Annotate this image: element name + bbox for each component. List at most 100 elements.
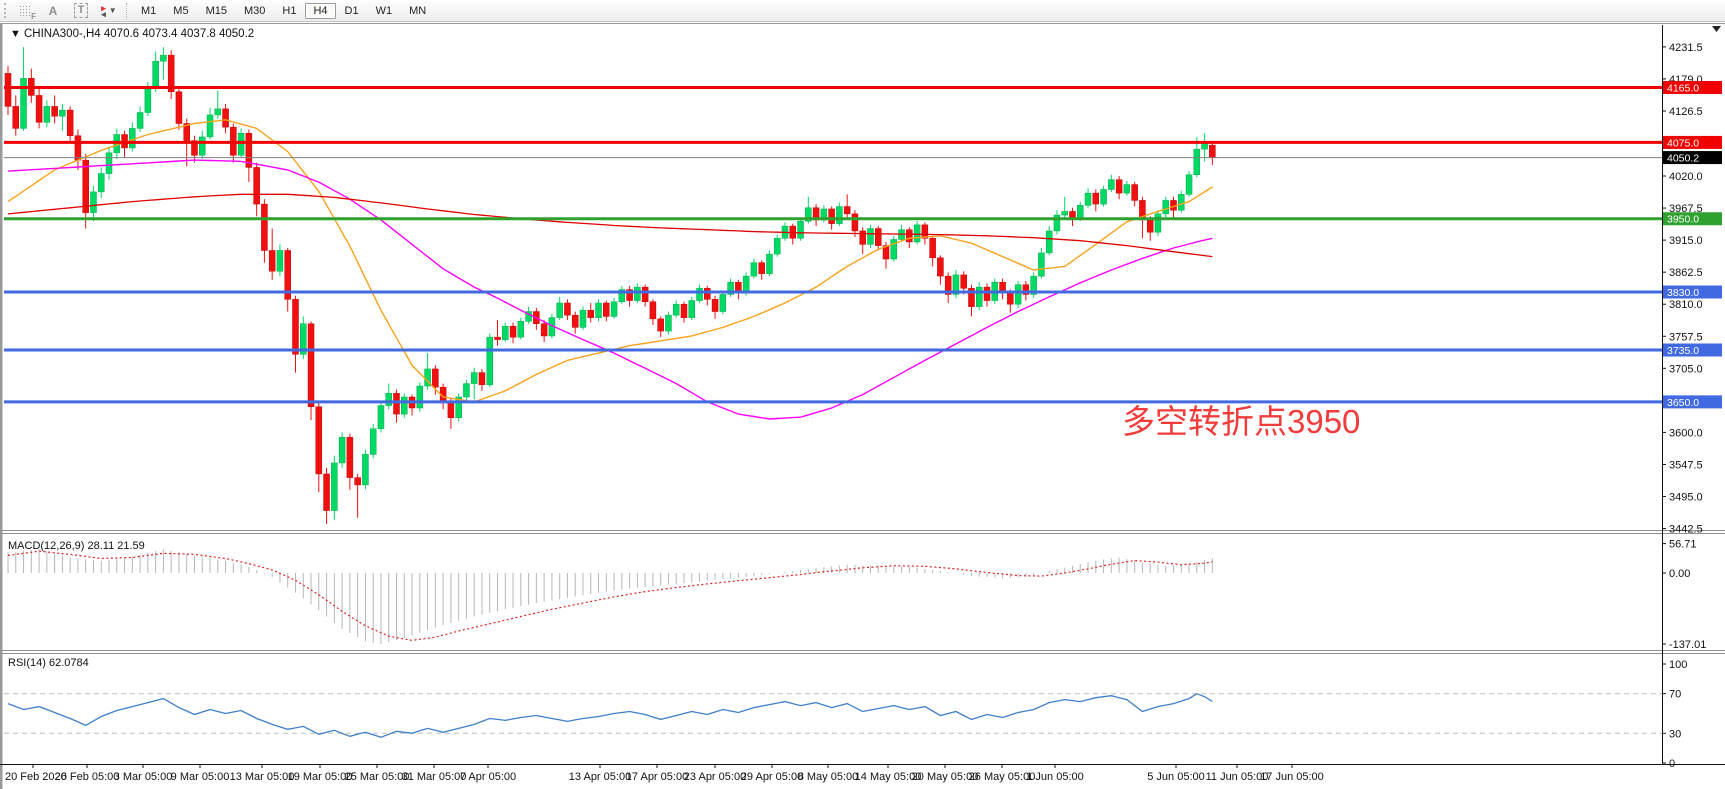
- bull-candle: [90, 191, 97, 213]
- bear-candle: [968, 288, 975, 307]
- rsi-pane: RSI(14) 62.078410070300: [4, 657, 1687, 770]
- bull-candle: [331, 462, 338, 511]
- bear-candle: [167, 54, 175, 93]
- rsi-line: [7, 692, 1213, 738]
- bear-candle: [12, 106, 20, 129]
- timeframe-button-m15[interactable]: M15: [205, 4, 227, 17]
- bear-candle: [711, 299, 719, 312]
- bull-candle: [952, 274, 960, 295]
- time-tick-label: 23 Apr 05:00: [684, 771, 746, 783]
- text-label-tool-button[interactable]: T: [69, 2, 93, 20]
- timeframe-button-m30[interactable]: M30: [243, 4, 266, 17]
- arrows-tool-button[interactable]: ▸ ◂ ▼: [97, 2, 121, 20]
- time-tick-label: 11 Jun 05:00: [1206, 771, 1269, 783]
- price-tick-label: 3495.0: [1669, 492, 1703, 504]
- timeframe-button-h1[interactable]: H1: [282, 4, 297, 17]
- bear-candle: [571, 314, 579, 328]
- time-tick-label: 26 Feb 05:00: [55, 771, 120, 783]
- bull-candle: [805, 207, 812, 222]
- timeframe-button-h4[interactable]: H4: [305, 2, 336, 19]
- bull-candle: [696, 288, 703, 301]
- time-tick-label: 17 Jun 05:00: [1260, 771, 1324, 783]
- bear-candle: [649, 301, 657, 320]
- bear-candle: [175, 91, 183, 124]
- bull-candle: [517, 321, 525, 338]
- bear-candle: [51, 106, 58, 117]
- bull-candle: [377, 405, 385, 430]
- macd-tick-label: -137.01: [1669, 639, 1706, 651]
- price-tag-label: 3950.0: [1667, 214, 1699, 226]
- timeframe-button-m1[interactable]: M1: [141, 4, 157, 17]
- timeframe-button-d1[interactable]: D1: [344, 4, 359, 17]
- bull-candle: [1100, 189, 1107, 205]
- bull-candle: [595, 302, 602, 318]
- bull-candle: [144, 87, 152, 113]
- bull-candle: [1108, 179, 1115, 190]
- price-tag-3950.0: [1663, 212, 1722, 226]
- bull-candle: [43, 106, 51, 123]
- toolbar-grip[interactable]: [4, 3, 9, 18]
- bear-candle: [906, 229, 913, 243]
- bear-candle: [1209, 144, 1216, 158]
- bear-candle: [937, 257, 944, 277]
- bear-candle: [261, 203, 268, 251]
- bear-candle: [245, 133, 253, 168]
- timeframe-button-mn[interactable]: MN: [409, 4, 427, 17]
- bull-candle: [610, 301, 618, 317]
- bull-candle: [913, 224, 921, 243]
- price-tick-label: 3862.5: [1669, 267, 1703, 279]
- bear-candle: [758, 262, 765, 274]
- bull-candle: [867, 228, 874, 245]
- symbol-dropdown-icon[interactable]: ▼: [10, 28, 21, 40]
- price-tick-label: 3442.5: [1669, 524, 1703, 536]
- bull-candle: [199, 136, 206, 156]
- bull-candle: [416, 385, 424, 409]
- bear-candle: [1022, 284, 1030, 295]
- timeframe-button-w1[interactable]: W1: [375, 4, 393, 17]
- annotation-text[interactable]: 多空转折点3950: [1122, 403, 1360, 440]
- price-axis: 4231.54179.04126.54020.03967.53915.03862…: [1662, 42, 1722, 536]
- bull-candle: [486, 336, 493, 386]
- bear-candle: [983, 286, 991, 301]
- bear-candle: [641, 286, 649, 303]
- bear-candle: [851, 213, 859, 232]
- bull-candle: [1061, 211, 1068, 216]
- price-tick-label: 3967.5: [1669, 203, 1703, 215]
- time-tick-label: 13 Apr 05:00: [569, 771, 631, 783]
- price-tag-3650.0: [1663, 395, 1722, 409]
- bear-candle: [587, 310, 594, 318]
- bull-candle: [105, 152, 113, 174]
- time-tick-label: 25 Mar 05:00: [345, 771, 410, 783]
- bull-candle: [1030, 275, 1037, 295]
- fibonacci-tool-button[interactable]: F: [13, 2, 37, 21]
- timeframe-button-m5[interactable]: M5: [173, 4, 189, 17]
- bull-candle: [276, 250, 284, 272]
- text-tool-button[interactable]: A: [41, 2, 65, 20]
- bull-candle: [455, 396, 462, 419]
- bull-candle: [1185, 174, 1193, 195]
- price-tag-4075.0: [1663, 135, 1722, 149]
- bear-candle: [307, 323, 315, 408]
- bull-candle: [470, 372, 478, 384]
- bull-candle: [369, 428, 377, 455]
- bear-candle: [315, 406, 323, 475]
- chart-title: ▼ CHINA300-,H4 4070.6 4073.4 4037.8 4050.…: [10, 28, 254, 40]
- bear-candle: [828, 208, 835, 224]
- bull-candle: [385, 393, 392, 406]
- bull-candle: [556, 302, 563, 318]
- bear-candle: [494, 336, 501, 340]
- chart-canvas[interactable]: ▼ CHINA300-,H4 4070.6 4073.4 4037.8 4050.…: [0, 23, 1725, 789]
- bear-candle: [509, 325, 517, 338]
- time-tick-label: 29 Apr 05:00: [741, 771, 803, 783]
- bull-candle: [206, 114, 214, 138]
- macd-pane: MACD(12,26,9) 28.11 21.59 56.71 0.00 -137.0…: [7, 539, 1706, 651]
- fibonacci-f-label: F: [31, 11, 36, 21]
- bull-candle: [766, 253, 773, 274]
- time-tick-label: 26 May 05:00: [969, 771, 1036, 783]
- bull-candle: [1077, 205, 1084, 219]
- price-tick-label: 4020.0: [1669, 171, 1703, 183]
- bear-candle: [704, 288, 711, 300]
- bear-candle: [843, 206, 851, 215]
